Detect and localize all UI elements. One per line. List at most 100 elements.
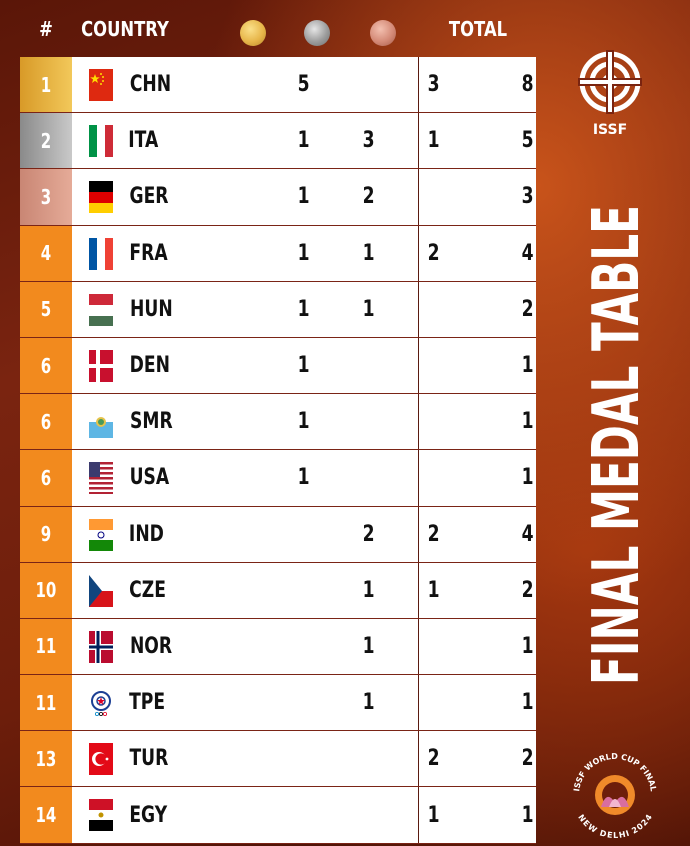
country-code: USA bbox=[124, 450, 175, 505]
total-divider bbox=[418, 787, 419, 843]
bronze-count-text: 1 bbox=[428, 802, 440, 828]
rank-cell: 13 bbox=[20, 731, 72, 787]
silver-count-text: 1 bbox=[363, 577, 375, 603]
svg-text:FINAL MEDAL TABLE: FINAL MEDAL TABLE bbox=[580, 205, 654, 685]
country-code: SMR bbox=[124, 394, 179, 449]
bronze-count bbox=[414, 675, 454, 730]
country-code-text: IND bbox=[128, 521, 164, 547]
silver-count: 2 bbox=[349, 169, 389, 224]
table-row: 3 GER 1 2 3 bbox=[20, 169, 536, 226]
rank-value: 5 bbox=[40, 297, 52, 322]
bronze-count: 3 bbox=[414, 57, 454, 112]
country-code: EGY bbox=[124, 787, 173, 842]
total-divider bbox=[418, 506, 419, 562]
final-medal-table-title: FINAL MEDAL TABLE bbox=[580, 205, 654, 685]
bronze-count bbox=[414, 282, 454, 337]
gold-count: 5 bbox=[284, 57, 324, 112]
row-body: IND 2 2 4 bbox=[72, 506, 536, 562]
rank-cell: 11 bbox=[20, 618, 72, 675]
gold-count bbox=[284, 507, 324, 562]
silver-count-text: 3 bbox=[363, 128, 375, 154]
bronze-count bbox=[414, 169, 454, 224]
table-row: 6 SMR 1 1 bbox=[20, 394, 536, 451]
rank-value: 2 bbox=[40, 128, 52, 153]
total-count: 1 bbox=[508, 619, 548, 674]
bronze-count-text: 3 bbox=[428, 72, 440, 98]
gold-count-text: 1 bbox=[298, 184, 310, 210]
row-body: NOR 1 1 bbox=[72, 618, 536, 675]
total-count: 4 bbox=[508, 226, 548, 281]
total-count-text: 8 bbox=[522, 72, 534, 98]
ind-flag-icon bbox=[89, 518, 113, 551]
country-code: IND bbox=[124, 507, 169, 562]
bronze-count: 2 bbox=[414, 226, 454, 281]
table-row: 2 ITA 1 3 1 5 bbox=[20, 113, 536, 170]
rank-value: 6 bbox=[40, 353, 52, 378]
bronze-count bbox=[414, 394, 454, 449]
total-count-text: 3 bbox=[522, 184, 534, 210]
gold-count: 1 bbox=[284, 338, 324, 393]
country-code: NOR bbox=[124, 619, 178, 674]
gold-count bbox=[284, 731, 324, 786]
table-row: 11 TPE 1 1 bbox=[20, 675, 536, 732]
rank-value: 9 bbox=[40, 522, 52, 547]
gold-count bbox=[284, 787, 324, 842]
table-row: 6 DEN 1 1 bbox=[20, 337, 536, 395]
total-count: 1 bbox=[508, 450, 548, 505]
gold-count-text: 1 bbox=[298, 296, 310, 322]
total-count-text: 1 bbox=[522, 409, 534, 435]
rank-value: 6 bbox=[40, 409, 52, 434]
country-code: GER bbox=[124, 169, 174, 224]
bronze-medal-icon bbox=[370, 20, 396, 46]
total-divider bbox=[418, 394, 419, 450]
total-divider bbox=[418, 169, 419, 225]
table-row: 14 EGY 1 1 bbox=[20, 787, 536, 844]
country-code-text: CHN bbox=[129, 72, 172, 98]
bronze-count-text: 1 bbox=[428, 577, 440, 603]
rank-cell: 6 bbox=[20, 337, 72, 394]
total-divider bbox=[418, 57, 419, 113]
country-code: CHN bbox=[124, 57, 177, 112]
total-count: 2 bbox=[508, 563, 548, 618]
bronze-count: 2 bbox=[414, 731, 454, 786]
bronze-count: 1 bbox=[414, 563, 454, 618]
gold-count: 1 bbox=[284, 169, 324, 224]
total-count: 1 bbox=[508, 787, 548, 842]
table-row: 5 HUN 1 1 2 bbox=[20, 281, 536, 338]
ger-flag-icon bbox=[89, 181, 113, 214]
fra-flag-icon bbox=[89, 237, 113, 270]
total-count-text: 1 bbox=[522, 633, 534, 659]
rank-cell: 6 bbox=[20, 450, 72, 506]
chn-flag-icon bbox=[89, 69, 113, 101]
bronze-count bbox=[414, 338, 454, 393]
country-code: ITA bbox=[124, 113, 163, 168]
bronze-count-text: 2 bbox=[428, 521, 440, 547]
total-header: TOTAL bbox=[448, 17, 508, 41]
row-body: FRA 1 1 2 4 bbox=[72, 225, 536, 281]
medal-table: 1 CHN 5 3 8 2 ITA 1 3 1 5 3 GER 1 2 3 4 FRA 1 1 2 4 5 HUN 1 1 2 6 DE… bbox=[20, 57, 536, 844]
bronze-count: 2 bbox=[414, 507, 454, 562]
rank-value: 14 bbox=[35, 803, 57, 828]
gold-count-text: 1 bbox=[298, 353, 310, 379]
gold-count-text: 1 bbox=[298, 240, 310, 266]
rank-cell: 10 bbox=[20, 562, 72, 618]
silver-count bbox=[349, 787, 389, 842]
table-row: 9 IND 2 2 4 bbox=[20, 506, 536, 563]
total-count: 8 bbox=[508, 57, 548, 112]
rank-cell: 1 bbox=[20, 57, 72, 113]
silver-count bbox=[349, 338, 389, 393]
rank-value: 10 bbox=[35, 578, 57, 603]
egy-flag-icon bbox=[89, 799, 113, 832]
country-code: HUN bbox=[124, 282, 179, 337]
row-body: USA 1 1 bbox=[72, 450, 536, 506]
rank-cell: 6 bbox=[20, 394, 72, 450]
row-body: SMR 1 1 bbox=[72, 394, 536, 450]
total-divider bbox=[418, 675, 419, 731]
rank-cell: 9 bbox=[20, 506, 72, 562]
total-count-text: 4 bbox=[522, 240, 534, 266]
total-divider bbox=[418, 281, 419, 337]
gold-count bbox=[284, 619, 324, 674]
country-code: CZE bbox=[124, 563, 171, 618]
nor-flag-icon bbox=[89, 630, 113, 663]
gold-count: 1 bbox=[284, 282, 324, 337]
